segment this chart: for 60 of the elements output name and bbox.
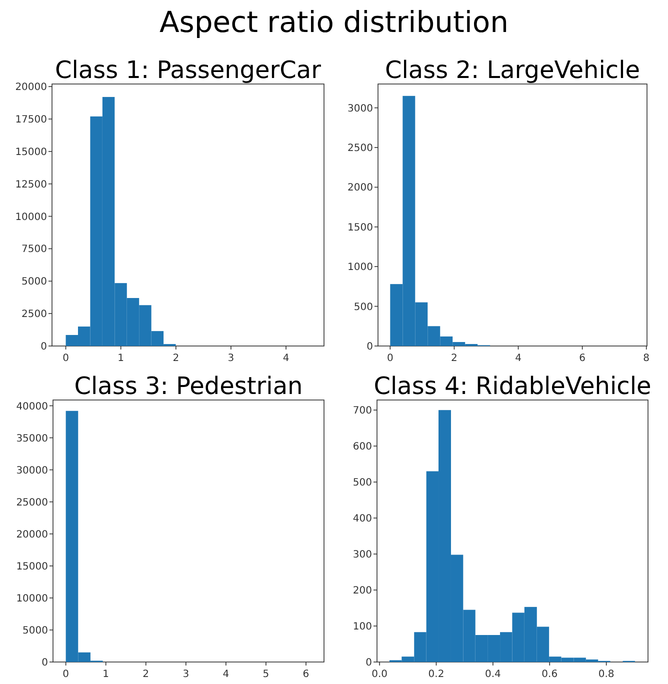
y-tick-label: 300: [352, 550, 372, 561]
y-tick-label: 2500: [22, 309, 47, 320]
x-tick-label: 4: [282, 353, 290, 364]
y-tick-label: 5000: [22, 276, 47, 288]
x-tick-label: 0.8: [598, 669, 614, 680]
y-tick-label: 2000: [348, 182, 373, 194]
x-tick-label: 3: [228, 353, 234, 364]
x-tick-label: 1: [102, 669, 110, 680]
y-tick-label: 20000: [16, 529, 48, 540]
y-tick-label: 700: [352, 406, 372, 417]
y-tick-label: 400: [352, 514, 372, 525]
x-tick-label: 0.2: [428, 669, 444, 680]
y-tick-label: 3000: [348, 103, 373, 114]
y-tick-label: 0: [40, 342, 47, 352]
y-tick-label: 10000: [15, 212, 47, 223]
x-tick-label: 6: [302, 669, 310, 680]
chart-title: Class 1: PassengerCar: [54, 56, 322, 84]
y-tick-label: 25000: [16, 497, 48, 508]
y-tick-label: 10000: [16, 593, 48, 604]
x-tick-label: 8: [643, 353, 650, 364]
x-tick-label: 0: [62, 669, 69, 680]
y-tick-label: 600: [352, 442, 372, 453]
y-tick-label: 7500: [22, 244, 47, 256]
chart-title: Class 3: Pedestrian: [74, 372, 303, 400]
x-tick-label: 2: [142, 669, 150, 680]
y-tick-label: 17500: [15, 114, 47, 126]
y-tick-label: 1000: [348, 262, 373, 274]
y-tick-label: 0: [42, 658, 48, 668]
y-tick-label: 500: [354, 302, 373, 313]
y-tick-label: 15000: [16, 561, 48, 572]
x-tick-label: 4: [222, 669, 230, 680]
x-tick-label: 0: [386, 353, 394, 364]
y-tick-label: 35000: [16, 433, 48, 444]
y-tick-label: 5000: [22, 625, 48, 636]
x-tick-label: 2: [451, 353, 458, 364]
y-tick-label: 200: [352, 586, 372, 597]
chart-title: Class 4: RidableVehicle: [374, 372, 652, 400]
x-tick-label: 0.0: [372, 669, 388, 680]
y-tick-label: 15000: [15, 146, 47, 158]
x-tick-label: 0.6: [542, 669, 558, 680]
y-tick-label: 20000: [15, 82, 47, 94]
x-tick-label: 1: [118, 353, 124, 364]
y-tick-label: 2500: [348, 143, 373, 154]
y-tick-label: 0: [366, 658, 372, 668]
y-tick-label: 1500: [348, 222, 373, 234]
x-tick-label: 3: [182, 669, 190, 680]
y-tick-label: 12500: [15, 179, 47, 190]
x-tick-label: 2: [172, 353, 180, 364]
x-tick-label: 0.4: [484, 669, 501, 680]
y-tick-label: 100: [352, 622, 372, 633]
y-tick-label: 0: [366, 342, 373, 352]
y-tick-label: 40000: [16, 401, 48, 412]
x-tick-label: 6: [579, 353, 586, 364]
text: Aspect ratio distribution: [159, 5, 509, 39]
chart-title: Class 2: LargeVehicle: [384, 56, 640, 84]
x-tick-label: 4: [515, 353, 522, 364]
y-tick-label: 30000: [16, 465, 48, 476]
y-tick-label: 500: [352, 478, 372, 489]
x-tick-label: 5: [262, 669, 270, 680]
x-tick-label: 0: [62, 353, 69, 364]
